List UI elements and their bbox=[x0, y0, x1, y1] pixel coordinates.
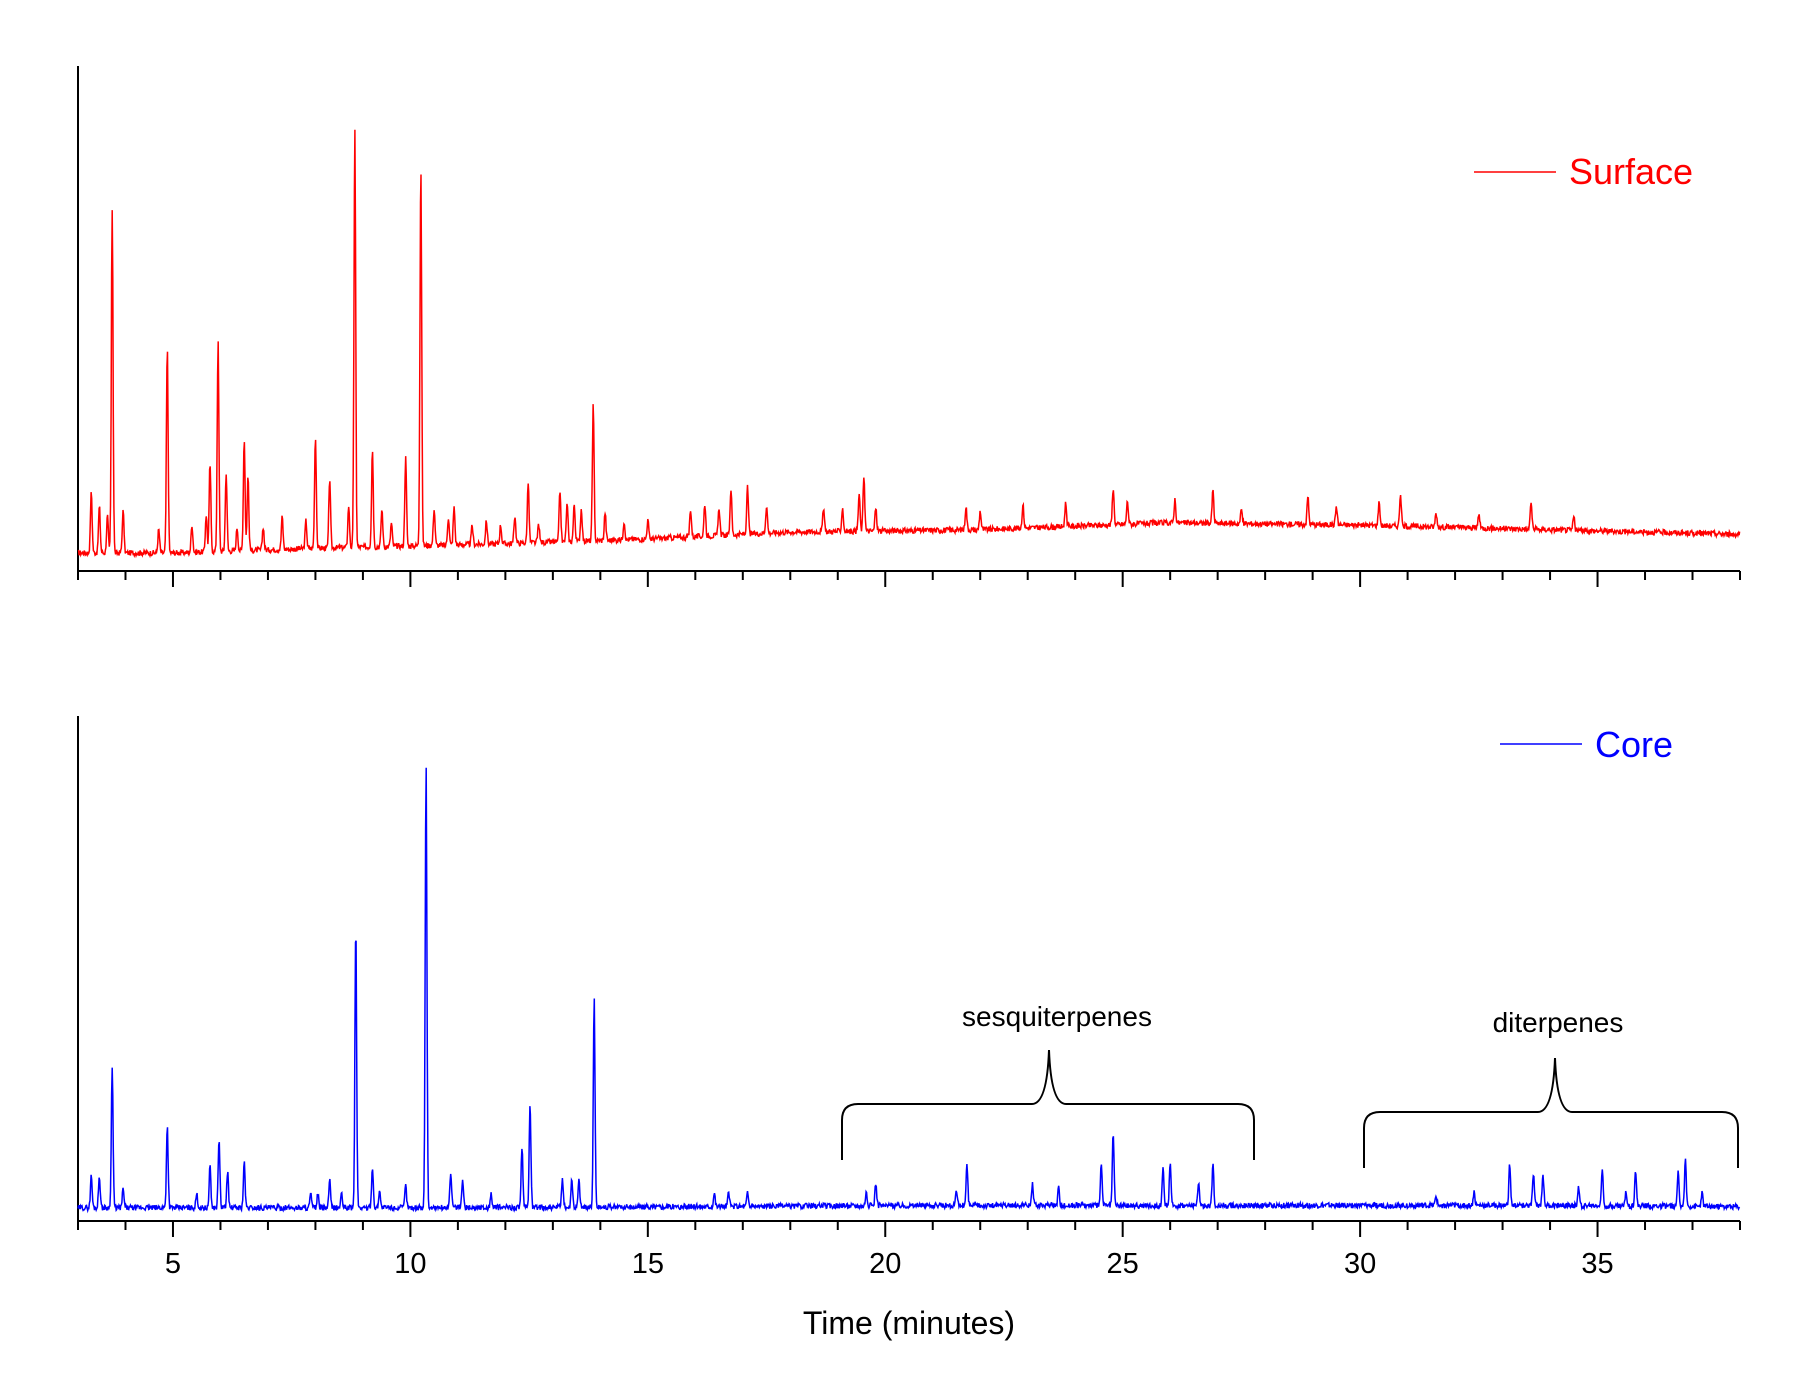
surface-legend: Surface bbox=[1474, 151, 1693, 192]
core-legend-label: Core bbox=[1595, 724, 1673, 765]
x-tick-label: 15 bbox=[632, 1248, 664, 1280]
x-axis-title: Time (minutes) bbox=[803, 1305, 1015, 1341]
x-tick-label: 30 bbox=[1344, 1248, 1376, 1280]
bottom-x-ticks: 5 10 15 20 25 30 35 bbox=[77, 1221, 1741, 1280]
x-tick-label: 20 bbox=[869, 1248, 901, 1280]
sesquiterpenes-annotation: sesquiterpenes bbox=[841, 1001, 1255, 1160]
diterpenes-label: diterpenes bbox=[1493, 1007, 1624, 1038]
surface-trace bbox=[77, 129, 1741, 559]
x-tick-label: 25 bbox=[1107, 1248, 1139, 1280]
top-x-ticks bbox=[77, 571, 1741, 587]
sesquiterpenes-brace bbox=[841, 1049, 1255, 1160]
surface-panel: Surface bbox=[77, 66, 1741, 587]
x-tick-label: 10 bbox=[394, 1248, 426, 1280]
diterpenes-brace bbox=[1363, 1057, 1739, 1168]
sesquiterpenes-label: sesquiterpenes bbox=[962, 1001, 1152, 1032]
x-tick-label: 5 bbox=[165, 1248, 181, 1280]
surface-legend-label: Surface bbox=[1569, 151, 1693, 192]
diterpenes-annotation: diterpenes bbox=[1363, 1007, 1739, 1168]
core-legend: Core bbox=[1500, 724, 1673, 765]
core-panel: 5 10 15 20 25 30 35 Core sesquiterpenes diterp… bbox=[77, 716, 1741, 1280]
x-tick-label: 35 bbox=[1581, 1248, 1613, 1280]
core-trace bbox=[77, 767, 1741, 1214]
